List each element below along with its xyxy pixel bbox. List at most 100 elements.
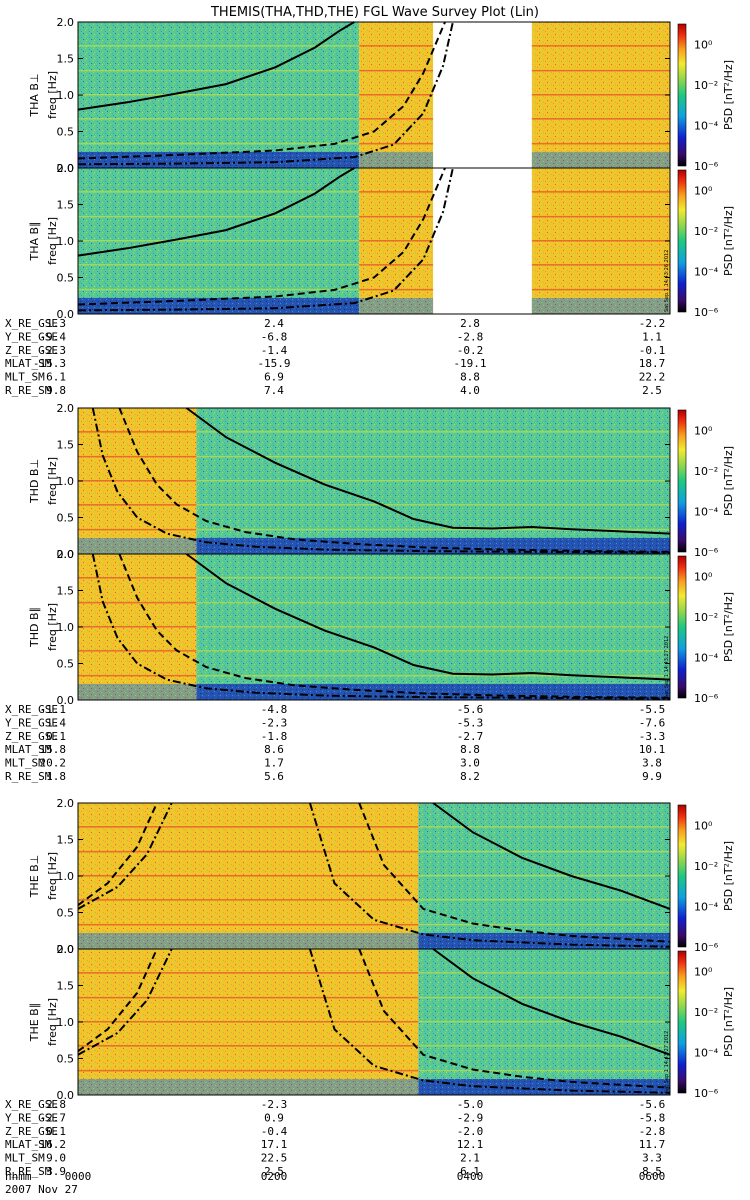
ephemeris-label: MLAT_SM — [5, 357, 52, 370]
spectral-line — [418, 1069, 670, 1072]
colorbar-label: PSD [nT²/Hz] — [722, 592, 735, 662]
colorbar-label: PSD [nT²/Hz] — [722, 841, 735, 911]
ephemeris-label: MLT_SM — [5, 1152, 45, 1165]
y-tick-label: 1.5 — [57, 834, 75, 847]
ephemeris-value: -5.5 — [639, 703, 666, 716]
spectral-line — [78, 455, 197, 458]
spectral-line — [78, 626, 197, 628]
colorbar-tick-label: 10⁻² — [694, 465, 718, 478]
spectral-line — [78, 650, 197, 652]
colorbar-label: PSD [nT²/Hz] — [722, 987, 735, 1057]
ephemeris-value: -5.6 — [639, 1098, 666, 1111]
ephemeris-label: MLAT_SM — [5, 1138, 52, 1151]
ephemeris-label: R_RE_SM — [5, 770, 52, 783]
low-frequency-band — [78, 297, 360, 314]
curve-dash — [77, 167, 446, 306]
spectral-line — [78, 45, 360, 47]
colorbar-tick-label: 10⁻⁶ — [694, 692, 719, 705]
spectral-line — [196, 674, 670, 677]
spectral-line — [359, 215, 434, 218]
spectral-line — [78, 215, 360, 218]
ephemeris-value: 1.3 — [46, 317, 66, 330]
probe-group-thd: 0.0 0.5 1.0 1.5 2.0 THD B⊥ freq [Hz] 10⁰ 10⁻² 10⁻… — [5, 402, 735, 783]
y-tick-label: 1.0 — [57, 621, 75, 634]
spectral-line — [531, 69, 670, 72]
ephemeris-value: 3.3 — [642, 1152, 662, 1165]
y-axis-label: freq [Hz] — [46, 852, 59, 900]
ephemeris-value: 6.9 — [264, 371, 284, 384]
low-frequency-band — [78, 683, 197, 700]
ephemeris-label: Y_RE_GSE — [5, 330, 58, 343]
ephemeris-label: Y_RE_GSE — [5, 1111, 58, 1124]
y-tick-label: 2.0 — [57, 943, 75, 956]
colorbar-tick-label: 10⁻² — [694, 860, 718, 873]
low-frequency-band — [359, 151, 434, 168]
ephemeris-value: 1.8 — [46, 770, 66, 783]
probe-group-tha: 0.0 0.5 1.0 1.5 2.0 THA B⊥ freq [Hz] 10⁰ 10⁻² 10⁻… — [5, 16, 735, 397]
curve-dash — [77, 21, 446, 160]
ephemeris-value: 6.1 — [46, 371, 66, 384]
spectral-line — [196, 480, 670, 482]
plot-timestamp: Sat Sep 1 14:43:26 2012 — [664, 250, 670, 312]
colorbar-tick-label: 10⁰ — [694, 570, 713, 583]
y-axis-label: freq [Hz] — [46, 998, 59, 1046]
spectral-line — [196, 650, 670, 652]
spectral-line — [531, 240, 670, 242]
panel-label: THA B⊥ — [28, 73, 41, 117]
ephemeris-value: 9.8 — [46, 384, 66, 397]
ephemeris-value: 8.6 — [264, 743, 284, 756]
ephemeris-value: -2.8 — [457, 330, 484, 343]
spectral-line — [359, 45, 434, 47]
spectral-line — [196, 528, 670, 531]
y-tick-label: 1.0 — [57, 235, 75, 248]
ephemeris-value: -2.3 — [261, 716, 288, 729]
ephemeris-value: -2.7 — [40, 1111, 67, 1124]
figure-title: THEMIS(THA,THD,THE) FGL Wave Survey Plot… — [210, 5, 539, 20]
ephemeris-value: 4.0 — [460, 384, 480, 397]
y-axis-label: freq [Hz] — [46, 603, 59, 651]
ephemeris-label: MLT_SM — [5, 757, 45, 770]
colorbar — [677, 555, 687, 699]
spectral-line — [418, 850, 670, 853]
y-tick-label: 0.5 — [57, 658, 75, 671]
colorbar — [677, 409, 687, 553]
colorbar-tick-label: 10⁻⁴ — [694, 1046, 719, 1059]
ephemeris-value: 3.8 — [642, 757, 662, 770]
y-tick-label: 1.5 — [57, 980, 75, 993]
spectrogram-panel: 0.0 0.5 1.0 1.5 2.0 THA B⊥ freq [Hz] 10⁰ 10⁻² 10⁻… — [28, 16, 735, 175]
ephemeris-value: -3.3 — [639, 730, 666, 743]
colorbar-tick-label: 10⁻⁶ — [694, 941, 719, 954]
ephemeris-value: 1.1 — [642, 330, 662, 343]
spectral-line — [78, 118, 360, 120]
ephemeris-label: X_RE_GSE — [5, 1098, 58, 1111]
spectral-line — [418, 899, 670, 901]
spectral-line — [418, 1021, 670, 1023]
ephemeris-value: 9.9 — [642, 770, 662, 783]
colorbar-label: PSD [nT²/Hz] — [722, 206, 735, 276]
ephemeris-value: 3.0 — [460, 757, 480, 770]
ephemeris-value: 0.9 — [264, 1111, 284, 1124]
curve-dash — [77, 948, 158, 1053]
ephemeris-value: -5.6 — [457, 703, 484, 716]
spectrogram-panel: 0.0 0.5 1.0 1.5 2.0 THE B⊥ freq [Hz] 10⁰ 10⁻² 10⁻… — [28, 797, 735, 956]
colorbar-tick-label: 10⁰ — [694, 424, 713, 437]
colorbar-tick-label: 10⁻⁴ — [694, 265, 719, 278]
ephemeris-value: 11.7 — [639, 1138, 666, 1151]
colorbar — [677, 950, 687, 1094]
spectral-line — [78, 94, 360, 96]
y-tick-label: 1.5 — [57, 199, 75, 212]
curve-solid — [432, 948, 671, 1056]
y-tick-label: 1.5 — [57, 53, 75, 66]
low-frequency-band — [531, 151, 670, 168]
y-tick-label: 2.0 — [57, 162, 75, 175]
curve-dash — [358, 802, 671, 943]
spectral-line — [196, 504, 670, 506]
spectral-line — [531, 45, 670, 47]
spectral-line — [196, 601, 670, 604]
ephemeris-value: 22.2 — [639, 371, 666, 384]
ephemeris-value: 7.4 — [264, 384, 284, 397]
spectral-line — [359, 288, 434, 291]
curve-dashdot — [77, 167, 454, 312]
curve-solid — [432, 802, 671, 910]
panel-label: THE B∥ — [28, 1003, 41, 1042]
